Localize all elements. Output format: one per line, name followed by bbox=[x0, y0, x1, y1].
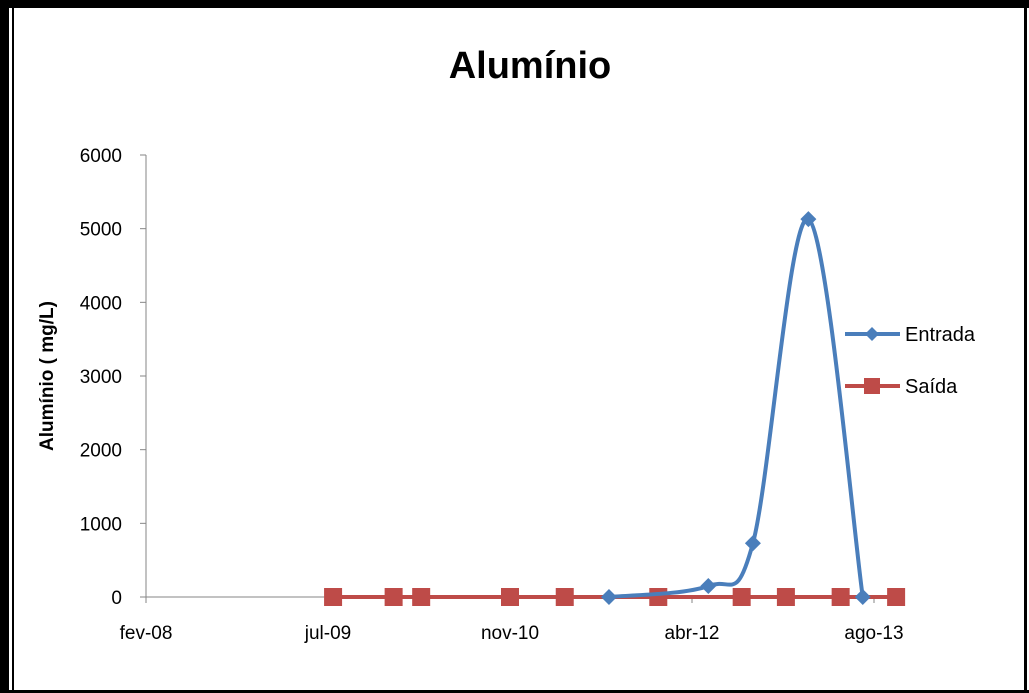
y-tick-label: 1000 bbox=[80, 514, 122, 535]
y-tick-label: 2000 bbox=[80, 441, 122, 462]
data-point-saida bbox=[649, 588, 668, 606]
y-tick-label: 4000 bbox=[80, 293, 122, 314]
x-tick-label: abr-12 bbox=[665, 623, 720, 644]
legend-marker-diamond bbox=[865, 327, 879, 341]
series-entrada bbox=[600, 211, 871, 605]
frame-inner-edge bbox=[12, 8, 14, 690]
data-point-entrada bbox=[744, 535, 761, 552]
legend: Entrada Saída bbox=[845, 324, 976, 398]
data-point-saida bbox=[384, 588, 403, 606]
data-point-saida bbox=[324, 588, 343, 606]
legend-label: Saída bbox=[905, 376, 958, 398]
legend-label: Entrada bbox=[905, 324, 976, 346]
series-layer bbox=[324, 211, 906, 606]
data-point-saida bbox=[412, 588, 431, 606]
y-tick-label: 5000 bbox=[80, 220, 122, 241]
data-point-saida bbox=[831, 588, 850, 606]
x-tick-label: fev-08 bbox=[120, 623, 173, 644]
data-point-saida bbox=[555, 588, 574, 606]
x-tick-label: nov-10 bbox=[481, 623, 539, 644]
y-axis-label: Alumínio ( mg/L) bbox=[37, 301, 58, 451]
data-point-entrada bbox=[854, 589, 871, 605]
data-point-entrada bbox=[600, 589, 617, 605]
data-point-saida bbox=[501, 588, 519, 606]
y-tick-label: 0 bbox=[111, 588, 122, 609]
series-line-entrada bbox=[608, 217, 865, 599]
data-point-entrada bbox=[700, 577, 717, 594]
legend-item-entrada: Entrada bbox=[845, 324, 976, 346]
data-point-saida bbox=[776, 588, 795, 606]
frame-right-edge bbox=[1024, 8, 1027, 690]
x-tick-label: jul-09 bbox=[304, 623, 351, 644]
chart-title: Alumínio bbox=[449, 45, 612, 87]
data-point-entrada bbox=[800, 211, 817, 228]
x-tick-label: ago-13 bbox=[844, 623, 903, 644]
legend-item-saida: Saída bbox=[845, 376, 958, 398]
data-point-saida bbox=[732, 588, 751, 606]
y-tick-label: 3000 bbox=[80, 367, 122, 388]
y-tick-label: 6000 bbox=[80, 146, 122, 167]
data-point-saida bbox=[887, 588, 906, 606]
legend-marker-square bbox=[864, 378, 880, 394]
axes: 0 1000 2000 3000 4000 5000 6000 fev-08 jul-09 nov… bbox=[80, 146, 904, 644]
